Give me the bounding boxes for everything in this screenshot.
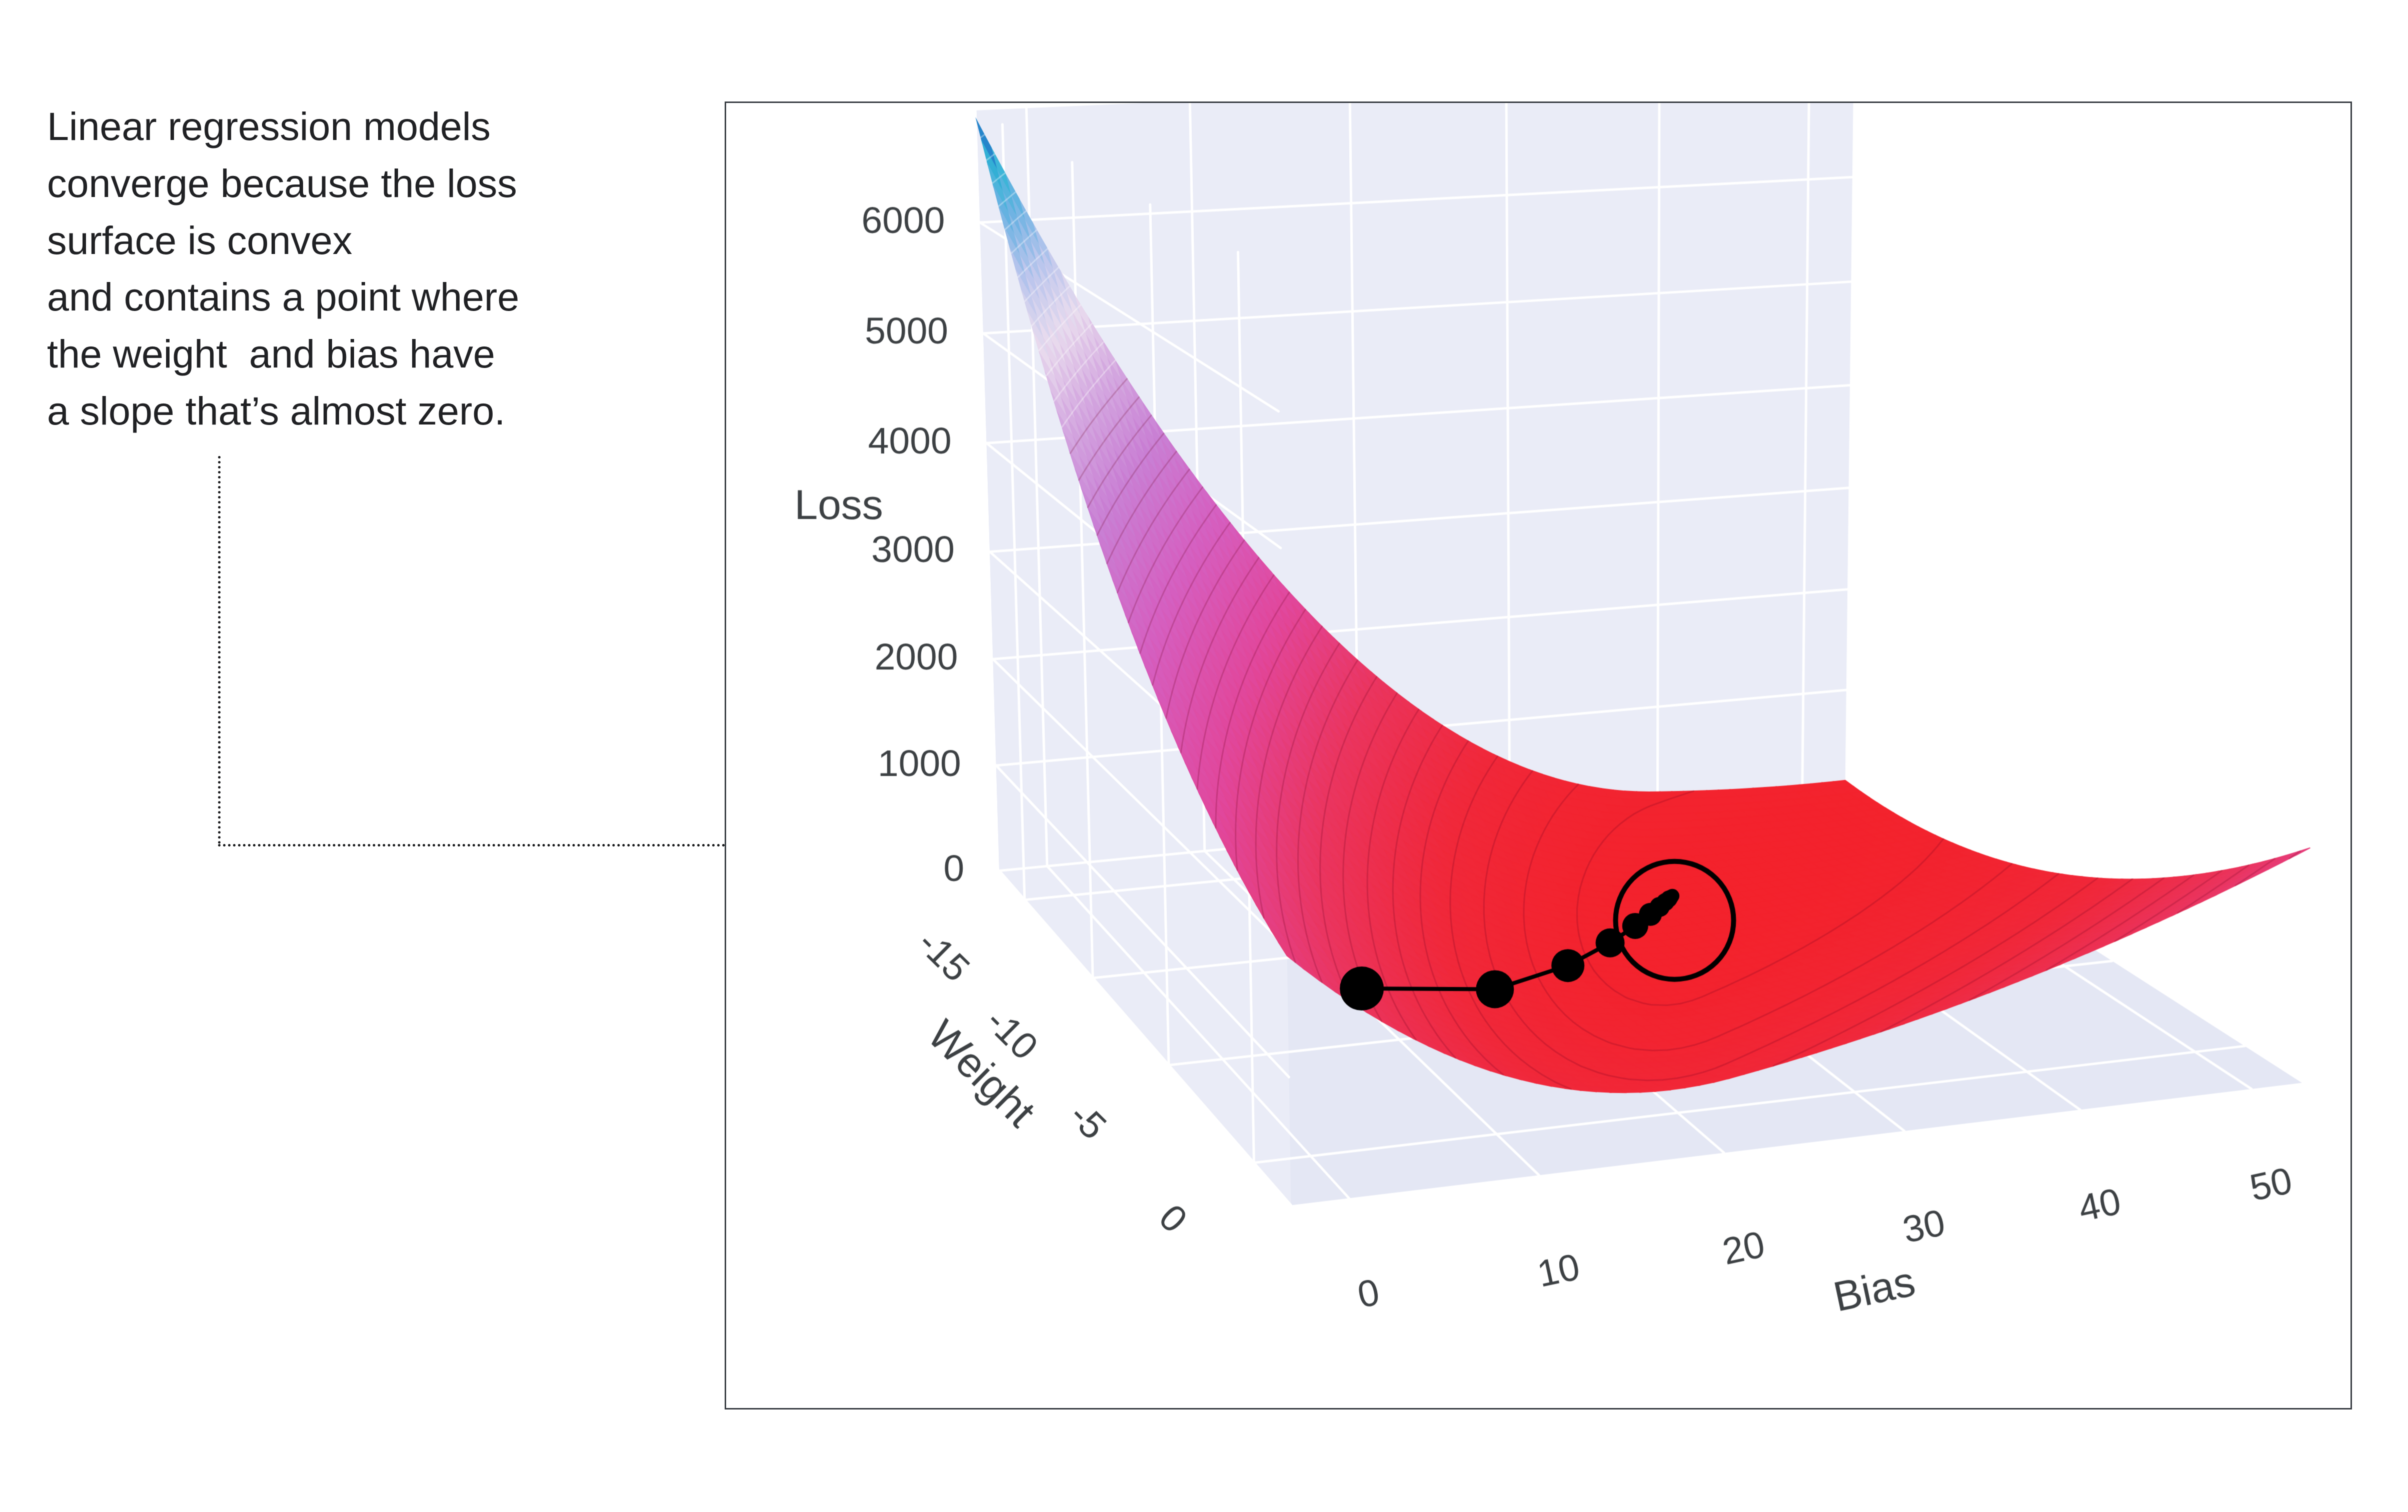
chart-frame bbox=[725, 102, 2353, 1411]
annotation-text: Linear regression models converge becaus… bbox=[47, 104, 520, 433]
annotation-connector-vertical bbox=[218, 456, 221, 844]
loss-surface-canvas[interactable] bbox=[726, 103, 2353, 1411]
